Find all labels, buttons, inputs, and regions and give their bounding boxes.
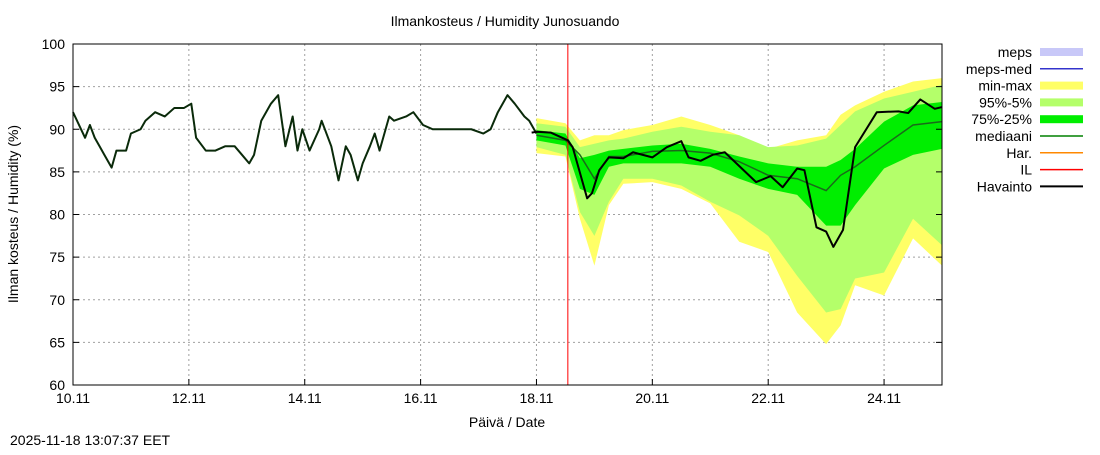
x-tick-label: 16.11 [404, 390, 438, 406]
x-tick-label: 24.11 [867, 390, 901, 406]
x-tick-label: 22.11 [751, 390, 785, 406]
legend-label: meps [998, 44, 1032, 60]
legend: mepsmeps-medmin-max95%-5%75%-25%mediaani… [966, 44, 1083, 194]
legend-label: IL [1020, 162, 1032, 178]
forecast-bands [536, 78, 942, 345]
p75-p25-band [536, 101, 942, 226]
chart-title: Ilmankosteus / Humidity Junosuando [391, 13, 620, 29]
havainto-line [72, 94, 538, 182]
legend-swatch [1040, 81, 1083, 90]
legend-label: min-max [978, 78, 1032, 94]
y-axis-label: Ilman kosteus / Humidity (%) [5, 125, 21, 303]
x-tick-label: 12.11 [172, 390, 206, 406]
legend-label: 95%-5% [979, 94, 1032, 110]
timestamp: 2025-11-18 13:07:37 EET [10, 432, 171, 448]
x-tick-label: 14.11 [288, 390, 322, 406]
series-lines [72, 44, 943, 385]
y-tick-label: 65 [49, 334, 65, 350]
y-tick-label: 75 [49, 249, 65, 265]
legend-label: Havainto [977, 178, 1032, 194]
y-tick-label: 80 [49, 207, 65, 223]
y-tick-label: 70 [49, 292, 65, 308]
legend-swatch [1040, 115, 1083, 124]
median-line [536, 120, 943, 192]
y-tick-label: 95 [49, 79, 65, 95]
y-tick-label: 85 [49, 164, 65, 180]
y-tick-label: 90 [49, 121, 65, 137]
x-tick-label: 20.11 [635, 390, 669, 406]
forecast-line [531, 98, 943, 248]
legend-swatch [1040, 98, 1083, 107]
p95-p5-band [536, 84, 942, 313]
x-tick-label: 10.11 [56, 390, 90, 406]
axis-ticks: 60 65 70 75 80 85 90 95 100 10.11 12.11 14.11 16.11 1… [42, 36, 942, 406]
legend-label: Har. [1006, 145, 1032, 161]
legend-label: meps-med [966, 61, 1032, 77]
legend-label: 75%-25% [971, 111, 1032, 127]
legend-label: mediaani [975, 128, 1032, 144]
y-tick-label: 60 [49, 377, 65, 393]
x-axis-label: Päivä / Date [469, 414, 545, 430]
y-tick-label: 100 [42, 36, 66, 52]
x-tick-label: 18.11 [519, 390, 553, 406]
legend-swatch [1040, 48, 1083, 56]
